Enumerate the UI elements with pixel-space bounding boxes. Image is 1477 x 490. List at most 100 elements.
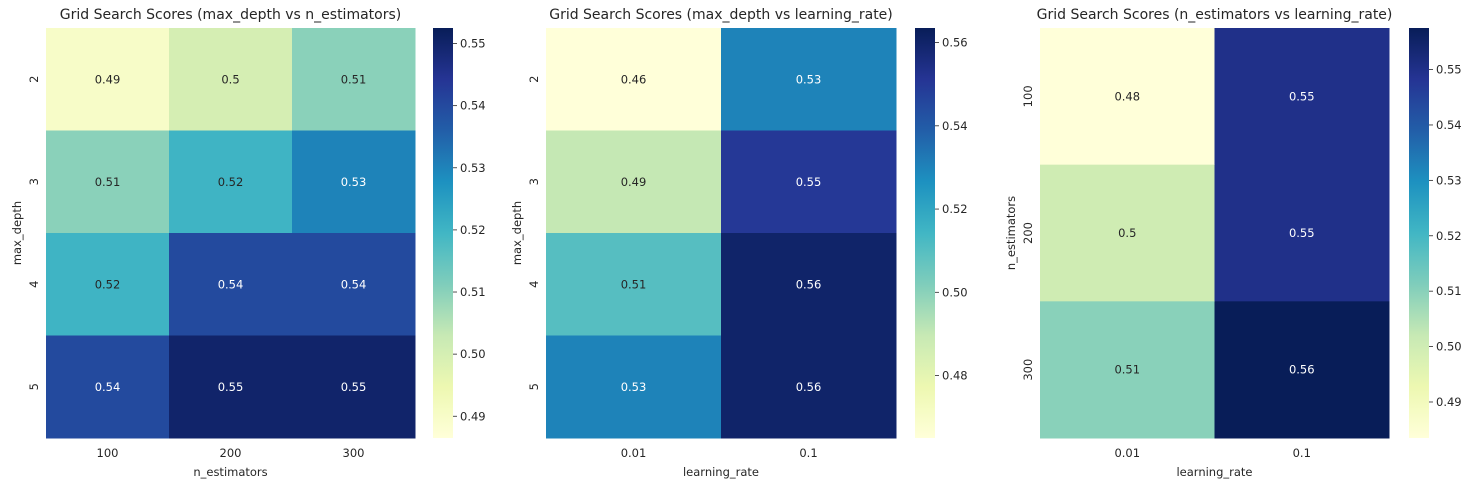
- colorbar-tick-label: 0.51: [1436, 284, 1462, 298]
- cell-label: 0.5: [221, 72, 239, 86]
- y-tick-label: 5: [27, 383, 41, 390]
- cell-label: 0.53: [621, 380, 647, 394]
- x-axis-label: learning_rate: [1176, 465, 1252, 479]
- colorbar: [1409, 28, 1429, 438]
- colorbar-tick-label: 0.55: [460, 37, 486, 51]
- heatmap-cell: [46, 28, 170, 131]
- heatmap-cell: [1214, 164, 1390, 302]
- chart-title: Grid Search Scores (n_estimators vs lear…: [1037, 7, 1393, 23]
- cell-label: 0.49: [621, 175, 647, 189]
- heatmap-panel-3: Grid Search Scores (n_estimators vs lear…: [1004, 7, 1462, 479]
- colorbar-tick-label: 0.49: [460, 409, 486, 423]
- heatmap-cell: [1040, 28, 1215, 166]
- colorbar-tick-label: 0.52: [1436, 229, 1462, 243]
- y-axis-label: n_estimators: [1004, 196, 1018, 270]
- cell-label: 0.54: [218, 277, 244, 291]
- y-tick-label: 3: [527, 178, 541, 185]
- colorbar-tick-label: 0.54: [1436, 118, 1462, 132]
- cell-label: 0.53: [341, 175, 367, 189]
- heatmap-cell: [46, 335, 170, 439]
- cell-label: 0.56: [1289, 363, 1315, 377]
- y-tick-label: 4: [527, 281, 541, 288]
- y-tick-label: 3: [27, 178, 41, 185]
- cell-label: 0.55: [341, 380, 367, 394]
- heatmap-cell: [169, 28, 293, 131]
- heatmap-cell: [169, 130, 293, 234]
- cell-label: 0.55: [1289, 89, 1315, 103]
- cell-label: 0.54: [341, 277, 367, 291]
- cell-label: 0.55: [1289, 226, 1315, 240]
- y-tick-label: 2: [27, 76, 41, 83]
- y-tick-label: 200: [1021, 222, 1035, 244]
- heatmap-panel-1: Grid Search Scores (max_depth vs n_estim…: [10, 7, 486, 479]
- colorbar: [915, 28, 935, 438]
- colorbar-tick-label: 0.56: [942, 36, 968, 50]
- colorbar-tick-label: 0.50: [942, 285, 968, 299]
- y-tick-label: 100: [1021, 85, 1035, 107]
- colorbar-tick-label: 0.53: [1436, 173, 1462, 187]
- heatmap-panel-2: Grid Search Scores (max_depth vs learnin…: [510, 7, 968, 479]
- heatmap-cell: [169, 233, 293, 336]
- heatmap-cell: [1040, 301, 1215, 439]
- heatmap-cell: [46, 130, 170, 234]
- y-tick-label: 300: [1021, 359, 1035, 381]
- heatmap-cell: [546, 335, 722, 439]
- cell-label: 0.46: [621, 72, 647, 86]
- cell-label: 0.56: [796, 380, 822, 394]
- colorbar-tick-label: 0.50: [1436, 340, 1462, 354]
- colorbar-tick-label: 0.48: [942, 369, 968, 383]
- heatmap-cell: [292, 335, 416, 439]
- heatmap-cell: [46, 233, 170, 336]
- y-axis-label: max_depth: [10, 201, 24, 265]
- x-tick-label: 100: [97, 446, 119, 460]
- colorbar-tick-label: 0.52: [460, 223, 486, 237]
- heatmap-cell: [292, 28, 416, 131]
- cell-label: 0.55: [218, 380, 244, 394]
- heatmap-cell: [546, 130, 722, 234]
- chart-title: Grid Search Scores (max_depth vs learnin…: [549, 7, 893, 23]
- heatmap-cell: [546, 28, 722, 131]
- x-tick-label: 0.01: [1114, 446, 1140, 460]
- y-axis-label: max_depth: [510, 201, 524, 265]
- heatmap-cell: [169, 335, 293, 439]
- heatmap-cell: [292, 130, 416, 234]
- colorbar-tick-label: 0.49: [1436, 395, 1462, 409]
- heatmap-cell: [546, 233, 722, 336]
- colorbar-tick-label: 0.55: [1436, 63, 1462, 77]
- cell-label: 0.51: [95, 175, 121, 189]
- colorbar-tick-label: 0.53: [460, 161, 486, 175]
- cell-label: 0.51: [1114, 363, 1140, 377]
- x-tick-label: 0.1: [799, 446, 817, 460]
- x-tick-label: 0.1: [1293, 446, 1311, 460]
- y-tick-label: 5: [527, 383, 541, 390]
- heatmap-cell: [721, 233, 897, 336]
- colorbar-tick-label: 0.54: [942, 119, 968, 133]
- cell-label: 0.49: [95, 72, 121, 86]
- colorbar: [433, 28, 453, 438]
- cell-label: 0.55: [796, 175, 822, 189]
- cell-label: 0.5: [1118, 226, 1136, 240]
- heatmap-cell: [721, 130, 897, 234]
- cell-label: 0.54: [95, 380, 121, 394]
- heatmap-cell: [1214, 301, 1390, 439]
- chart-title: Grid Search Scores (max_depth vs n_estim…: [60, 7, 401, 23]
- y-tick-label: 2: [527, 76, 541, 83]
- cell-label: 0.56: [796, 277, 822, 291]
- cell-label: 0.51: [341, 72, 367, 86]
- cell-label: 0.51: [621, 277, 647, 291]
- x-tick-label: 0.01: [621, 446, 647, 460]
- x-tick-label: 200: [220, 446, 242, 460]
- heatmap-cell: [292, 233, 416, 336]
- heatmap-cell: [721, 335, 897, 439]
- x-tick-label: 300: [343, 446, 365, 460]
- x-axis-label: n_estimators: [193, 465, 267, 479]
- heatmap-cell: [721, 28, 897, 131]
- colorbar-tick-label: 0.52: [942, 202, 968, 216]
- colorbar-tick-label: 0.54: [460, 99, 486, 113]
- cell-label: 0.53: [796, 72, 822, 86]
- y-tick-label: 4: [27, 281, 41, 288]
- colorbar-tick-label: 0.51: [460, 285, 486, 299]
- cell-label: 0.52: [95, 277, 121, 291]
- heatmap-cell: [1040, 164, 1215, 302]
